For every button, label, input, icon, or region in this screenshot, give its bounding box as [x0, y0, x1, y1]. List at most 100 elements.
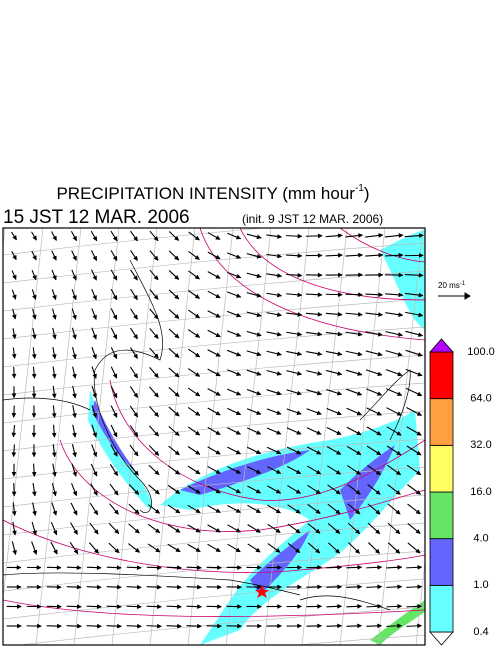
- arrow-head: [72, 432, 77, 438]
- wind-arrow: [11, 502, 17, 517]
- arrow-head: [94, 548, 99, 554]
- arrow-head: [51, 354, 57, 360]
- wind-scale-head: [464, 292, 471, 300]
- wind-arrow: [51, 444, 57, 458]
- wind-arrow: [306, 427, 322, 435]
- arrow-head: [112, 236, 118, 242]
- wind-arrow: [345, 331, 363, 337]
- arrow-head: [335, 528, 341, 534]
- arrow-head: [136, 584, 142, 590]
- wind-arrow: [327, 523, 341, 534]
- arrow-head: [255, 430, 262, 435]
- wind-arrow: [326, 369, 343, 376]
- arrow-head: [52, 471, 57, 477]
- arrow-head: [317, 584, 323, 590]
- wind-arrow: [187, 387, 201, 397]
- wind-arrow: [188, 290, 201, 299]
- wind-arrow: [266, 234, 283, 239]
- arrow-head: [316, 390, 323, 396]
- arrow-head: [315, 509, 321, 514]
- wind-arrow: [187, 446, 201, 455]
- wind-arrow: [129, 464, 139, 476]
- wind-arrow: [11, 250, 17, 261]
- parallel: [3, 410, 425, 452]
- arrow-head: [297, 604, 303, 609]
- arrow-head: [155, 547, 161, 553]
- arrow-head: [133, 412, 139, 418]
- arrow-head: [52, 510, 58, 516]
- wind-arrow: [91, 308, 97, 321]
- wind-arrow: [90, 483, 98, 496]
- wind-arrow: [51, 327, 57, 340]
- arrow-head: [355, 509, 361, 515]
- wind-arrow: [130, 230, 138, 242]
- arrow-head: [51, 432, 57, 438]
- arrow-head: [355, 470, 362, 475]
- arrow-head: [276, 430, 282, 435]
- arrow-head: [153, 294, 159, 300]
- wind-arrow: [188, 231, 200, 241]
- arrow-head: [297, 351, 303, 357]
- wind-arrow: [247, 543, 261, 553]
- coastlines: [3, 259, 411, 611]
- arrow-head: [398, 292, 404, 298]
- wind-arrow: [166, 604, 182, 610]
- wind-arrow: [11, 366, 17, 379]
- wind-arrow: [51, 385, 57, 399]
- parallel: [3, 550, 425, 592]
- arrow-head: [112, 295, 118, 301]
- wind-arrow: [226, 565, 243, 570]
- wind-arrow: [207, 329, 221, 338]
- arrow-head: [194, 274, 200, 280]
- wind-arrow: [366, 584, 383, 590]
- arrow-head: [276, 410, 282, 415]
- arrow-head: [377, 623, 383, 629]
- wind-arrow: [227, 427, 242, 435]
- wind-arrow: [110, 269, 118, 281]
- title-close: ): [364, 184, 370, 203]
- arrow-head: [376, 391, 383, 396]
- meridian: [225, 228, 272, 645]
- wind-arrow: [345, 292, 364, 298]
- wind-arrow: [148, 484, 160, 495]
- arrow-head: [32, 530, 38, 536]
- wind-arrow: [346, 603, 363, 609]
- arrow-head: [92, 451, 98, 458]
- arrow-head: [32, 549, 38, 555]
- parallel: [3, 578, 425, 620]
- map-area: [3, 228, 425, 645]
- arrow-head: [235, 234, 242, 240]
- wind-arrow: [207, 446, 221, 455]
- wind-arrow: [286, 292, 303, 298]
- wind-arrow: [168, 309, 180, 319]
- arrow-head: [31, 432, 37, 438]
- arrow-head: [337, 252, 343, 258]
- arrow-head: [395, 470, 402, 476]
- wind-arrow: [267, 485, 282, 494]
- wind-arrow: [305, 311, 323, 317]
- arrow-head: [377, 603, 383, 609]
- arrow-head: [112, 334, 118, 340]
- wind-arrow: [306, 604, 323, 609]
- arrow-head: [337, 584, 343, 590]
- meridian: [73, 228, 120, 645]
- wind-arrow: [52, 463, 57, 477]
- wind-arrow: [109, 503, 119, 515]
- arrow-head: [92, 295, 97, 301]
- arrow-head: [72, 393, 77, 399]
- wind-arrow: [286, 272, 303, 278]
- arrow-head: [334, 548, 341, 554]
- wind-arrow: [12, 521, 17, 536]
- wind-arrow: [110, 288, 118, 301]
- title-superscript: -1: [355, 183, 364, 194]
- arrow-head: [235, 273, 242, 279]
- wind-arrow: [345, 369, 363, 376]
- wind-arrow: [109, 483, 119, 496]
- wind-scale-label: 20 ms-1: [438, 281, 466, 291]
- wind-arrow: [266, 389, 282, 396]
- arrow-head: [217, 623, 223, 629]
- arrow-head: [194, 352, 201, 358]
- arrow-head: [114, 548, 120, 554]
- arrow-head: [357, 331, 363, 337]
- wind-arrow: [386, 426, 402, 436]
